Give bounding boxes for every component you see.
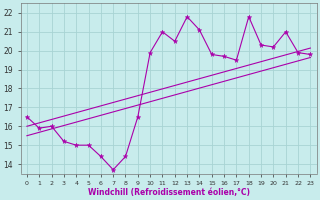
X-axis label: Windchill (Refroidissement éolien,°C): Windchill (Refroidissement éolien,°C) [88,188,250,197]
